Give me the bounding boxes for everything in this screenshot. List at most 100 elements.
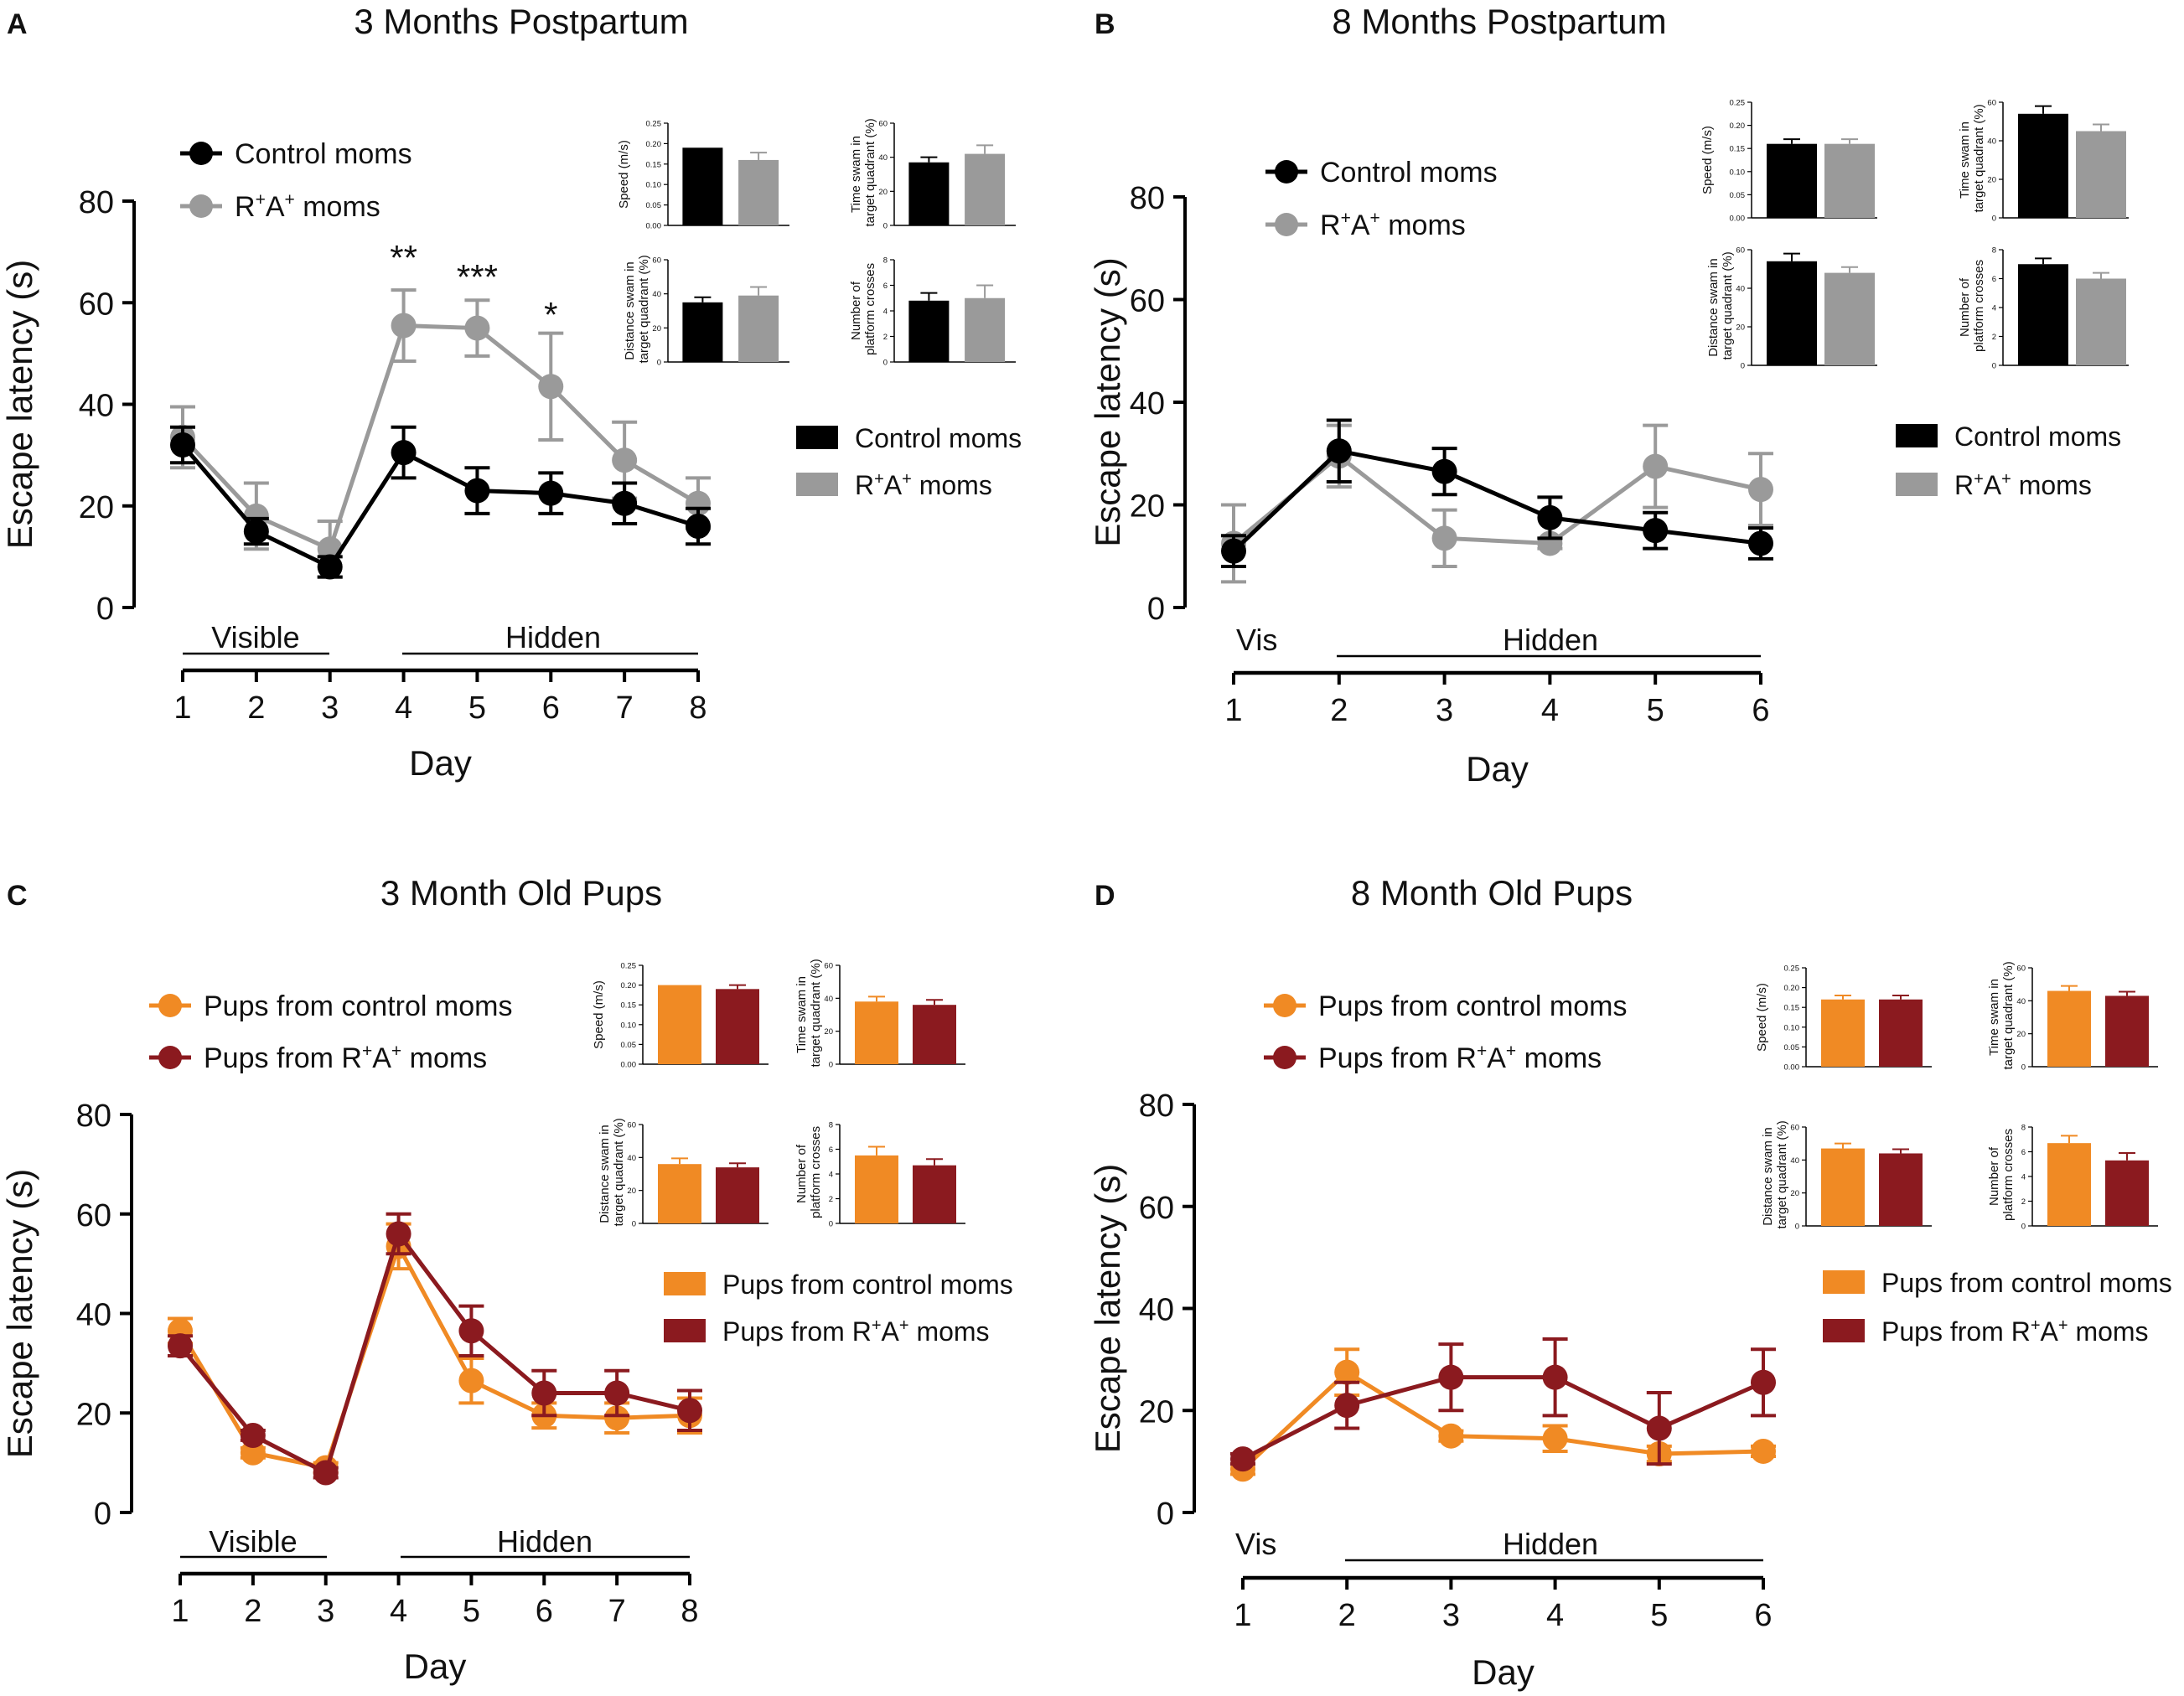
bar-legend-swatch [1823,1319,1865,1342]
data-point [612,490,638,516]
legend-label: Pups from R+​A+​ moms [204,1042,487,1074]
inset-tick-label: 0 [657,359,661,368]
series-b [168,1212,702,1486]
inset-y-label: Speed (m/s) [1755,983,1769,1052]
inset-bar [2018,264,2068,365]
bar-legend-item: Pups from R+​A+​ moms [664,1316,990,1347]
data-point [686,514,711,539]
series-line [1232,453,1762,546]
inset-bar [682,302,723,362]
inset-bar [738,159,779,225]
bar-legend-label: Pups from control moms [722,1269,1013,1300]
inset-chart: 0 2 4 6 8 Number of platform crosses [849,256,1016,368]
inset-tick-label: 20 [2016,1030,2026,1039]
inset-tick-label: 2 [2021,1197,2026,1207]
data-point [1537,504,1563,530]
data-point [1542,1425,1568,1451]
data-point [1431,525,1457,551]
bar-legend-swatch [796,473,838,496]
data-point [240,1422,266,1448]
data-point [1748,477,1773,503]
bar-legend-item: Pups from control moms [664,1269,1013,1300]
data-point [243,519,269,545]
significance-mark: * [544,295,557,334]
inset-tick-label: 0.10 [1784,1023,1800,1032]
inset-tick-label: 20 [1736,323,1745,333]
y-axis-label: Escape latency (s) [1088,257,1127,546]
inset-chart: 0.00 0.05 0.10 0.15 0.20 0.25 Speed (m/s) [617,120,789,231]
y-tick-label: 80 [79,185,114,220]
legend-label: Pups from R+​A+​ moms [1318,1042,1602,1074]
panel-letter: C [7,880,28,912]
inset-tick-label: 0.15 [1784,1004,1800,1013]
data-point [313,1460,339,1486]
x-tick-label: 4 [395,690,412,726]
inset-tick-label: 4 [1992,304,1996,313]
legend-marker [158,994,182,1017]
inset-tick-label: 40 [627,1154,636,1163]
significance-mark: *** [457,257,498,297]
inset-tick-label: 40 [824,995,833,1004]
y-tick-label: 20 [1130,489,1165,525]
inset-tick-label: 0 [1741,362,1745,371]
y-tick-label: 0 [1157,1497,1174,1532]
x-tick-label: 3 [1436,693,1453,728]
inset-tick-label: 0.25 [621,962,637,971]
inset-tick-label: 40 [1987,137,1996,147]
legend-item: Pups from control moms [1264,990,1627,1022]
bar-legend-label: Control moms [855,423,1022,453]
data-point [531,1380,557,1406]
inset-tick-label: 8 [1992,246,1996,256]
data-point [1438,1423,1464,1449]
inset-bar [2105,1160,2149,1226]
x-tick-label: 8 [689,690,706,726]
x-tick-label: 1 [1234,1598,1251,1633]
legend-item: Control moms [180,138,412,170]
x-tick-label: 1 [171,1594,189,1629]
bar-legend-label: Pups from control moms [1881,1268,2172,1298]
data-point [386,1221,411,1247]
inset-tick-label: 40 [652,290,661,299]
legend-marker [158,1046,182,1069]
panel-title: 8 Month Old Pups [1351,873,1633,913]
legend-label: R+​A+​ moms [235,190,380,223]
inset-bar [716,989,759,1064]
inset-bar [2076,278,2126,365]
panel-letter: D [1095,880,1115,912]
inset-y-label: Time swam in target quadrant (%) [1958,104,1986,215]
data-point [1643,518,1669,544]
inset-tick-label: 20 [652,324,661,334]
y-tick-label: 40 [79,389,114,424]
y-tick-label: 60 [1130,284,1165,319]
inset-tick-label: 0.25 [1730,99,1746,108]
inset-tick-label: 6 [2021,1148,2026,1157]
inset-y-label: Distance swam in target quadrant (%) [1761,1120,1789,1232]
y-axis-label: Escape latency (s) [1088,1164,1127,1453]
panel-title: 3 Months Postpartum [354,2,688,41]
y-tick-label: 80 [76,1099,111,1134]
data-point [1542,1364,1568,1390]
inset-bar [855,1155,898,1223]
inset-bar [2076,131,2126,218]
inset-tick-label: 20 [824,1027,833,1037]
inset-tick-label: 40 [2016,997,2026,1006]
bar-legend-item: Pups from R+​A+​ moms [1823,1316,2149,1347]
inset-tick-label: 0.00 [646,222,662,231]
legend-marker [1275,213,1298,236]
inset-tick-label: 0.20 [621,981,637,990]
x-tick-label: 3 [321,690,339,726]
inset-tick-label: 0.20 [646,140,662,149]
bar-legend-item: Pups from control moms [1823,1268,2172,1298]
phase-label: Hidden [505,620,601,654]
inset-bar [738,295,779,362]
x-axis-label: Day [1466,749,1529,789]
x-tick-label: 5 [463,1594,480,1629]
inset-tick-label: 60 [824,962,833,971]
inset-tick-label: 0 [1795,1223,1799,1232]
inset-tick-label: 0 [2021,1223,2026,1232]
y-tick-label: 60 [1139,1191,1174,1226]
bar-legend-label: Control moms [1954,421,2121,452]
inset-bar [855,1001,898,1064]
